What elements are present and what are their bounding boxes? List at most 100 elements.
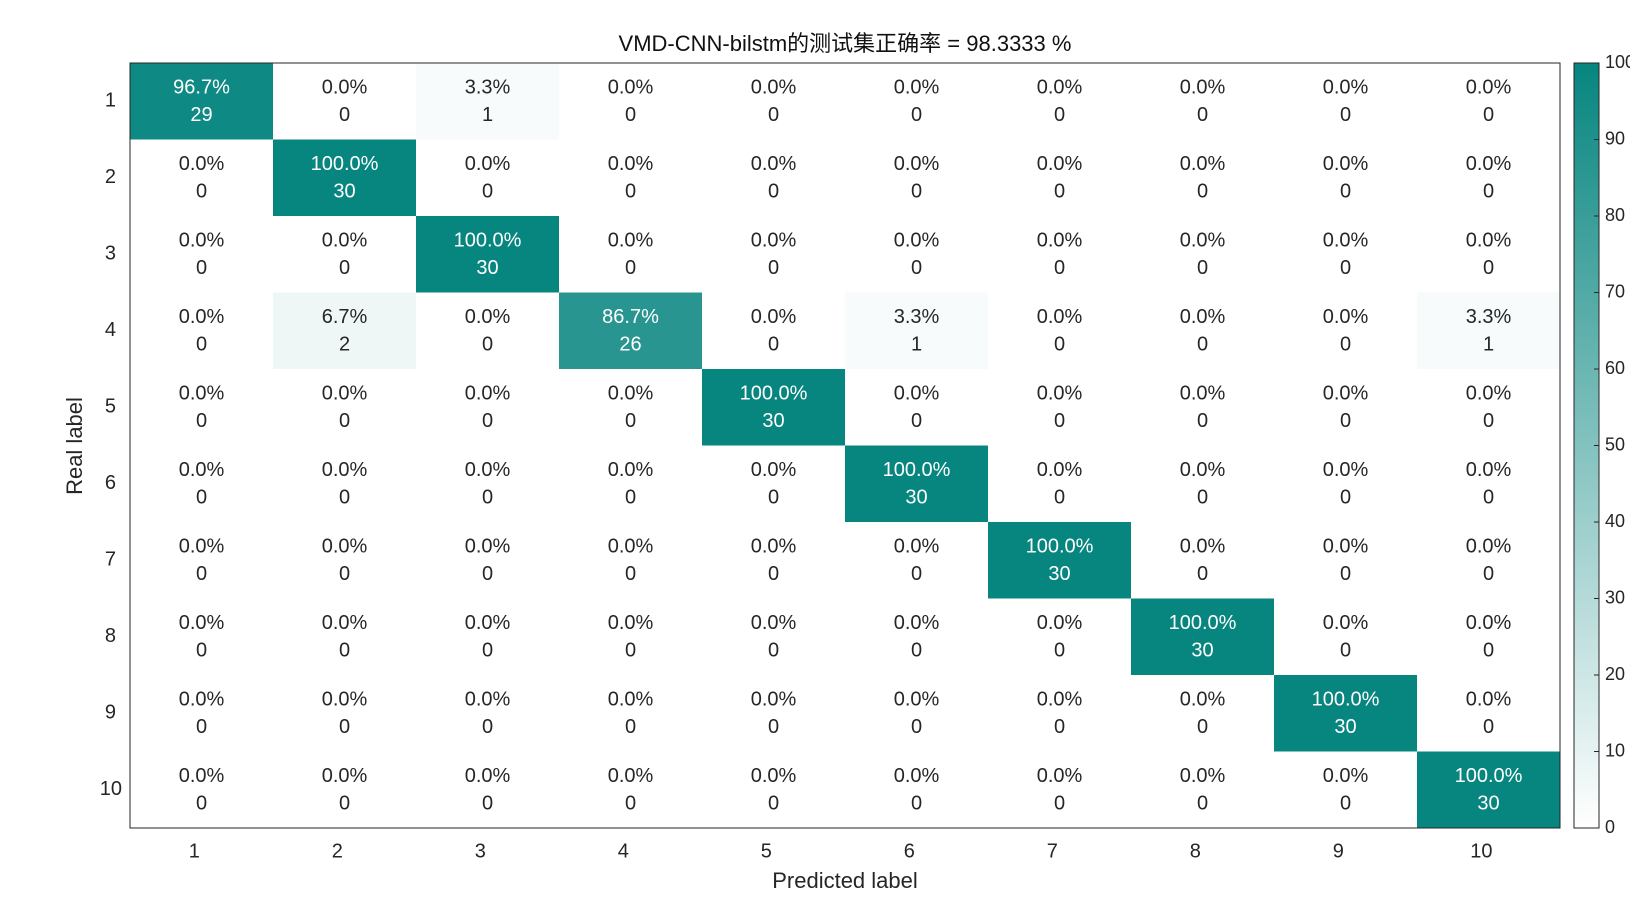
cell-percent: 0.0%	[1180, 383, 1226, 405]
cell-percent: 0.0%	[608, 536, 654, 558]
cell	[1131, 216, 1275, 293]
x-tick-label: 9	[1333, 840, 1344, 862]
cell-percent: 0.0%	[179, 765, 225, 787]
cell-percent: 0.0%	[1323, 765, 1369, 787]
y-tick-label: 5	[105, 396, 116, 418]
cell-percent: 0.0%	[1323, 459, 1369, 481]
cell-percent: 0.0%	[1180, 689, 1226, 711]
cell-percent: 0.0%	[1037, 77, 1083, 99]
colorbar-tick-label: 20	[1605, 664, 1625, 684]
y-tick-label: 3	[105, 243, 116, 265]
cell	[1131, 522, 1275, 599]
cell-percent: 0.0%	[1180, 153, 1226, 175]
cell	[416, 445, 560, 523]
cell	[130, 216, 274, 293]
cell	[1274, 369, 1418, 446]
cell-percent: 0.0%	[1037, 383, 1083, 405]
cell-percent: 0.0%	[1466, 459, 1512, 481]
cell-count: 0	[196, 640, 207, 662]
cell-percent: 3.3%	[465, 77, 511, 99]
cell-count: 0	[1054, 640, 1065, 662]
cell	[1417, 292, 1561, 370]
cell-percent: 0.0%	[608, 459, 654, 481]
cell	[1274, 63, 1418, 140]
x-tick-label: 8	[1190, 840, 1201, 862]
cell-percent: 0.0%	[1466, 689, 1512, 711]
cell	[273, 292, 417, 370]
cell-percent: 0.0%	[1180, 77, 1226, 99]
cell-percent: 0.0%	[894, 689, 940, 711]
colorbar-tick-label: 50	[1605, 434, 1625, 454]
cell-count: 0	[1054, 793, 1065, 815]
cell-percent: 0.0%	[465, 153, 511, 175]
cell-count: 0	[1340, 793, 1351, 815]
colorbar-tick-label: 0	[1605, 817, 1615, 837]
cell-count: 0	[911, 104, 922, 126]
cell	[988, 292, 1132, 370]
cell-count: 0	[1483, 257, 1494, 279]
cell	[559, 675, 703, 752]
cell-percent: 100.0%	[1455, 765, 1523, 787]
cell-count: 0	[1197, 334, 1208, 356]
x-tick-label: 4	[618, 840, 629, 862]
cell	[559, 63, 703, 140]
cell-percent: 0.0%	[322, 765, 368, 787]
cell-count: 0	[1340, 563, 1351, 585]
cell-count: 0	[1054, 334, 1065, 356]
cell	[988, 675, 1132, 752]
cell-percent: 0.0%	[1037, 612, 1083, 634]
cell	[1131, 598, 1275, 676]
cell	[845, 675, 989, 752]
cell	[273, 216, 417, 293]
cell-percent: 0.0%	[1323, 536, 1369, 558]
cell-count: 0	[625, 640, 636, 662]
cell-count: 30	[333, 181, 355, 203]
cell-count: 30	[905, 487, 927, 509]
cell-count: 30	[762, 410, 784, 432]
cell	[1417, 369, 1561, 446]
cell	[416, 751, 560, 829]
cell	[1131, 63, 1275, 140]
cell-percent: 0.0%	[1180, 536, 1226, 558]
cell	[273, 751, 417, 829]
cell	[702, 216, 846, 293]
colorbar-tick-label: 30	[1605, 587, 1625, 607]
cell-percent: 0.0%	[1466, 536, 1512, 558]
cell-percent: 0.0%	[894, 612, 940, 634]
cell-count: 0	[911, 563, 922, 585]
cell-percent: 3.3%	[894, 306, 940, 328]
cell	[416, 675, 560, 752]
cell-percent: 0.0%	[608, 689, 654, 711]
x-tick-label: 2	[332, 840, 343, 862]
cell-count: 0	[196, 793, 207, 815]
cell-count: 0	[911, 257, 922, 279]
cell-count: 0	[1197, 487, 1208, 509]
cell	[273, 369, 417, 446]
cell	[988, 445, 1132, 523]
cell-percent: 6.7%	[322, 306, 368, 328]
cell-count: 0	[768, 257, 779, 279]
cell-count: 30	[1048, 563, 1070, 585]
cell-count: 26	[619, 334, 641, 356]
cell	[988, 63, 1132, 140]
cell-count: 0	[625, 793, 636, 815]
cell-percent: 0.0%	[322, 383, 368, 405]
colorbar-tick-label: 60	[1605, 358, 1625, 378]
cell	[845, 522, 989, 599]
cell	[130, 445, 274, 523]
cell	[845, 292, 989, 370]
cell-count: 0	[1054, 716, 1065, 738]
cell-percent: 0.0%	[1323, 77, 1369, 99]
y-axis-label: Real label	[62, 397, 87, 495]
cell-count: 30	[1191, 640, 1213, 662]
cell	[988, 751, 1132, 829]
cell-percent: 0.0%	[894, 765, 940, 787]
cell-count: 0	[1197, 257, 1208, 279]
cell	[273, 139, 417, 217]
cell-percent: 0.0%	[1037, 459, 1083, 481]
cell	[988, 369, 1132, 446]
cell	[702, 292, 846, 370]
cell-percent: 0.0%	[322, 612, 368, 634]
cell-percent: 0.0%	[1180, 306, 1226, 328]
cell-count: 0	[911, 640, 922, 662]
